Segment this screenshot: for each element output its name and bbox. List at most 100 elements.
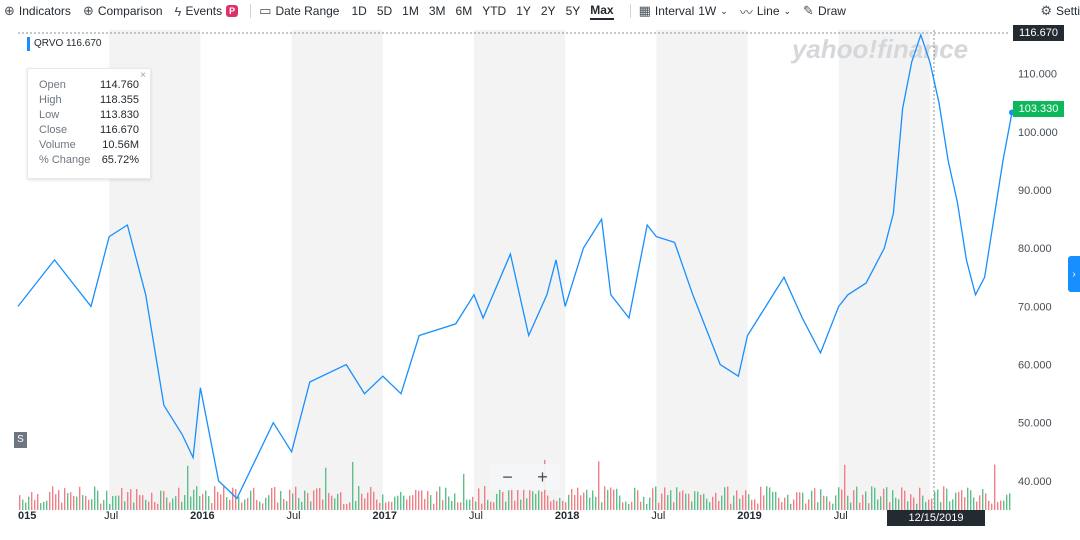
volume-bar: [349, 502, 351, 510]
volume-bar: [430, 495, 432, 510]
volume-bar: [400, 491, 402, 510]
range-1y[interactable]: 1Y: [516, 4, 531, 18]
side-panel-toggle[interactable]: ›: [1068, 256, 1080, 292]
volume-bar: [766, 486, 768, 510]
volume-bar: [733, 495, 735, 510]
volume-bar: [658, 502, 660, 510]
volume-bar: [406, 499, 408, 510]
volume-bar: [862, 494, 864, 510]
volume-bar: [997, 502, 999, 510]
volume-bar: [190, 496, 192, 510]
volume-bar: [271, 488, 273, 510]
volume-bar: [280, 490, 282, 510]
chevron-down-icon: ⌄: [783, 5, 792, 16]
volume-bar: [706, 498, 708, 510]
volume-bar: [181, 501, 183, 510]
date-range-button[interactable]: ▭ Date Range: [259, 3, 339, 19]
volume-bar: [613, 489, 615, 510]
volume-bar: [343, 503, 345, 510]
chart-type-label: Line: [756, 4, 780, 18]
volume-bar: [775, 491, 777, 510]
price-chart[interactable]: yahoo!finance 40.000 50.000 60.000 70.000 80…: [0, 22, 1080, 540]
range-3m[interactable]: 3M: [428, 4, 446, 18]
volume-bar: [472, 496, 474, 510]
volume-bar: [823, 495, 825, 510]
volume-bar: [571, 488, 573, 510]
volume-bar: [145, 499, 147, 510]
x-tick-label: Jul: [469, 510, 483, 522]
volume-bar: [883, 488, 885, 510]
x-tick-label: Jul: [287, 510, 301, 522]
volume-bar: [112, 496, 114, 510]
range-ytd[interactable]: YTD: [482, 4, 507, 18]
volume-bar: [991, 503, 993, 510]
volume-bar: [286, 501, 288, 510]
volume-bar: [55, 494, 57, 510]
volume-bar: [178, 487, 180, 510]
volume-bar: [268, 495, 270, 510]
close-icon[interactable]: ×: [140, 70, 146, 81]
volume-bar: [61, 502, 63, 510]
range-2y[interactable]: 2Y: [540, 4, 556, 18]
comparison-button[interactable]: ⊕ Comparison: [83, 3, 163, 19]
indicators-button[interactable]: ⊕ Indicators: [4, 3, 71, 19]
y-tick-label: 110.000: [1018, 69, 1057, 81]
volume-bar: [688, 493, 690, 510]
zoom-in-button[interactable]: +: [537, 466, 548, 487]
volume-bar: [940, 502, 942, 510]
volume-bar: [880, 496, 882, 510]
chart-type-dropdown[interactable]: 〰 Line ⌄: [740, 2, 791, 21]
volume-bar: [367, 492, 369, 510]
volume-bar: [328, 492, 330, 510]
volume-bar: [418, 490, 420, 510]
volume-bar: [298, 497, 300, 510]
volume-bar: [925, 502, 927, 510]
volume-bar: [451, 500, 453, 510]
interval-dropdown[interactable]: ▦ Interval 1W ⌄: [639, 3, 728, 19]
volume-bar: [481, 503, 483, 510]
volume-bar: [535, 493, 537, 510]
zoom-out-button[interactable]: −: [502, 466, 513, 487]
range-5y[interactable]: 5Y: [565, 4, 581, 18]
volume-bar: [727, 486, 729, 510]
volume-bar: [832, 503, 834, 510]
volume-bar: [355, 500, 357, 510]
volume-bar: [325, 467, 327, 510]
volume-bar: [376, 499, 378, 510]
volume-bar: [844, 464, 846, 510]
x-tick-label: 2017: [373, 510, 397, 522]
volume-bar: [427, 490, 429, 510]
settings-button[interactable]: ⚙ Setti: [1040, 3, 1080, 19]
volume-bar: [961, 490, 963, 510]
volume-bar: [166, 497, 168, 510]
volume-bar: [769, 487, 771, 510]
volume-bar: [583, 492, 585, 510]
range-5d[interactable]: 5D: [376, 4, 393, 18]
range-1d[interactable]: 1D: [351, 4, 367, 18]
volume-bar: [790, 503, 792, 510]
volume-bars: [19, 459, 1011, 510]
events-split-tag[interactable]: S: [14, 432, 27, 448]
ohlc-open-row: Open 114.760: [39, 78, 139, 93]
range-max[interactable]: Max: [590, 3, 614, 20]
volume-bar: [214, 486, 216, 510]
volume-bar: [127, 492, 129, 510]
range-6m[interactable]: 6M: [455, 4, 473, 18]
events-button[interactable]: ϟ Events P: [175, 4, 239, 19]
volume-bar: [781, 502, 783, 510]
range-1m[interactable]: 1M: [402, 4, 419, 18]
volume-bar: [379, 502, 381, 510]
volume-bar: [511, 486, 513, 510]
interval-value: 1W: [698, 4, 717, 18]
volume-bar: [508, 490, 510, 510]
volume-bar: [64, 488, 66, 510]
ohlc-open-label: Open: [39, 79, 66, 91]
plus-circle-icon: ⊕: [82, 3, 94, 18]
volume-bar: [433, 503, 435, 510]
volume-bar: [661, 493, 663, 510]
y-tick-label: 50.000: [1018, 418, 1052, 430]
draw-button[interactable]: ✎ Draw: [803, 3, 846, 19]
volume-bar: [937, 489, 939, 510]
volume-bar: [697, 491, 699, 510]
volume-bar: [994, 464, 996, 510]
